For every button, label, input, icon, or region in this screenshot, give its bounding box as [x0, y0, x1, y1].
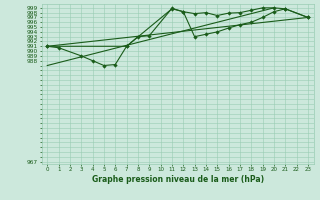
- X-axis label: Graphe pression niveau de la mer (hPa): Graphe pression niveau de la mer (hPa): [92, 175, 264, 184]
